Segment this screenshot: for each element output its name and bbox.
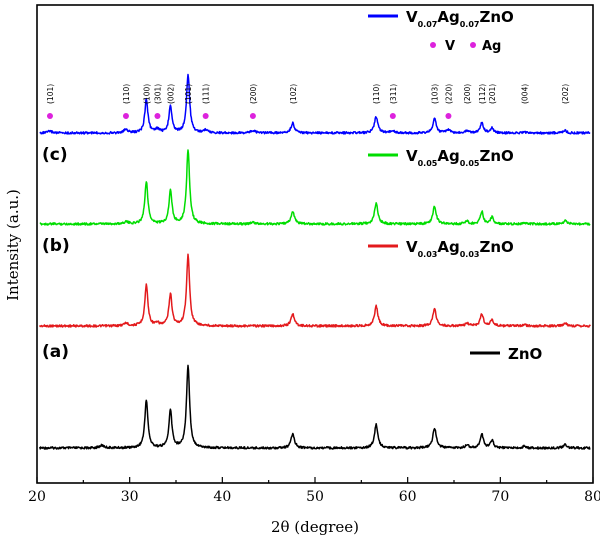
- peak-label: (101): [184, 84, 193, 104]
- phase-markers: [46, 113, 452, 119]
- legend-entry: ZnO: [508, 345, 542, 363]
- peak-label: (200): [463, 84, 472, 104]
- peak-label: (301): [154, 84, 163, 104]
- xrd-trace: [39, 364, 591, 450]
- peak-label: (110): [372, 84, 381, 104]
- panel-labels: (a) (b) (c): [42, 145, 70, 362]
- peak-label: (102): [289, 84, 298, 104]
- legend-entry: V0.03Ag0.03ZnO: [406, 238, 514, 259]
- peak-label: (101): [46, 84, 55, 104]
- legend: ZnO V0.03Ag0.03ZnO V0.05Ag0.05ZnO V0.07Ag0.…: [368, 8, 542, 363]
- marker-legend-ag: Ag: [482, 39, 501, 54]
- phase-marker: [122, 113, 129, 119]
- x-tick-label: 50: [306, 489, 324, 505]
- peak-label: (112): [478, 84, 487, 104]
- x-axis-title: 2θ (degree): [271, 518, 359, 536]
- phase-marker: [389, 113, 396, 119]
- legend-entry: V0.05Ag0.05ZnO: [406, 147, 514, 168]
- y-axis-title: Intensity (a.u.): [4, 189, 22, 301]
- phase-marker: [46, 113, 53, 119]
- peak-label: (200): [249, 84, 258, 104]
- panel-label: (a): [42, 342, 69, 362]
- ag-marker-swatch: [470, 42, 476, 48]
- peak-labels: (101) (110) (100) (301) (002) (101) (111) (200)…: [46, 84, 570, 104]
- x-tick-label: 70: [491, 489, 509, 505]
- phase-marker: [154, 113, 161, 119]
- xrd-trace: [39, 253, 591, 328]
- peak-label: (110): [122, 84, 131, 104]
- xrd-trace: [39, 149, 591, 226]
- x-tick-label: 80: [584, 489, 600, 505]
- panel-label: (b): [42, 236, 70, 256]
- x-tick-label: 30: [121, 489, 139, 505]
- peak-label: (100): [142, 84, 151, 104]
- peak-label: (201): [488, 84, 497, 104]
- x-tick-label: 40: [213, 489, 231, 505]
- phase-marker: [445, 113, 452, 119]
- phase-marker: [202, 113, 209, 119]
- peak-label: (111): [202, 84, 211, 104]
- panel-label: (c): [42, 145, 68, 165]
- peak-label: (202): [561, 84, 570, 104]
- peak-label: (004): [520, 84, 529, 104]
- peak-label: (002): [166, 84, 175, 104]
- marker-legend-v: V: [445, 39, 455, 54]
- xrd-trace: [39, 73, 591, 135]
- x-axis: 20 30 40 50 60 70 80: [28, 477, 600, 505]
- peak-label: (103): [431, 84, 440, 104]
- x-tick-label: 60: [399, 489, 417, 505]
- xrd-traces: [39, 73, 591, 450]
- legend-entry: V0.07Ag0.07ZnO: [406, 8, 514, 29]
- peak-label: (220): [444, 84, 453, 104]
- x-tick-label: 20: [28, 489, 46, 505]
- phase-marker: [249, 113, 256, 119]
- v-marker-swatch: [430, 42, 436, 48]
- peak-label: (311): [389, 84, 398, 104]
